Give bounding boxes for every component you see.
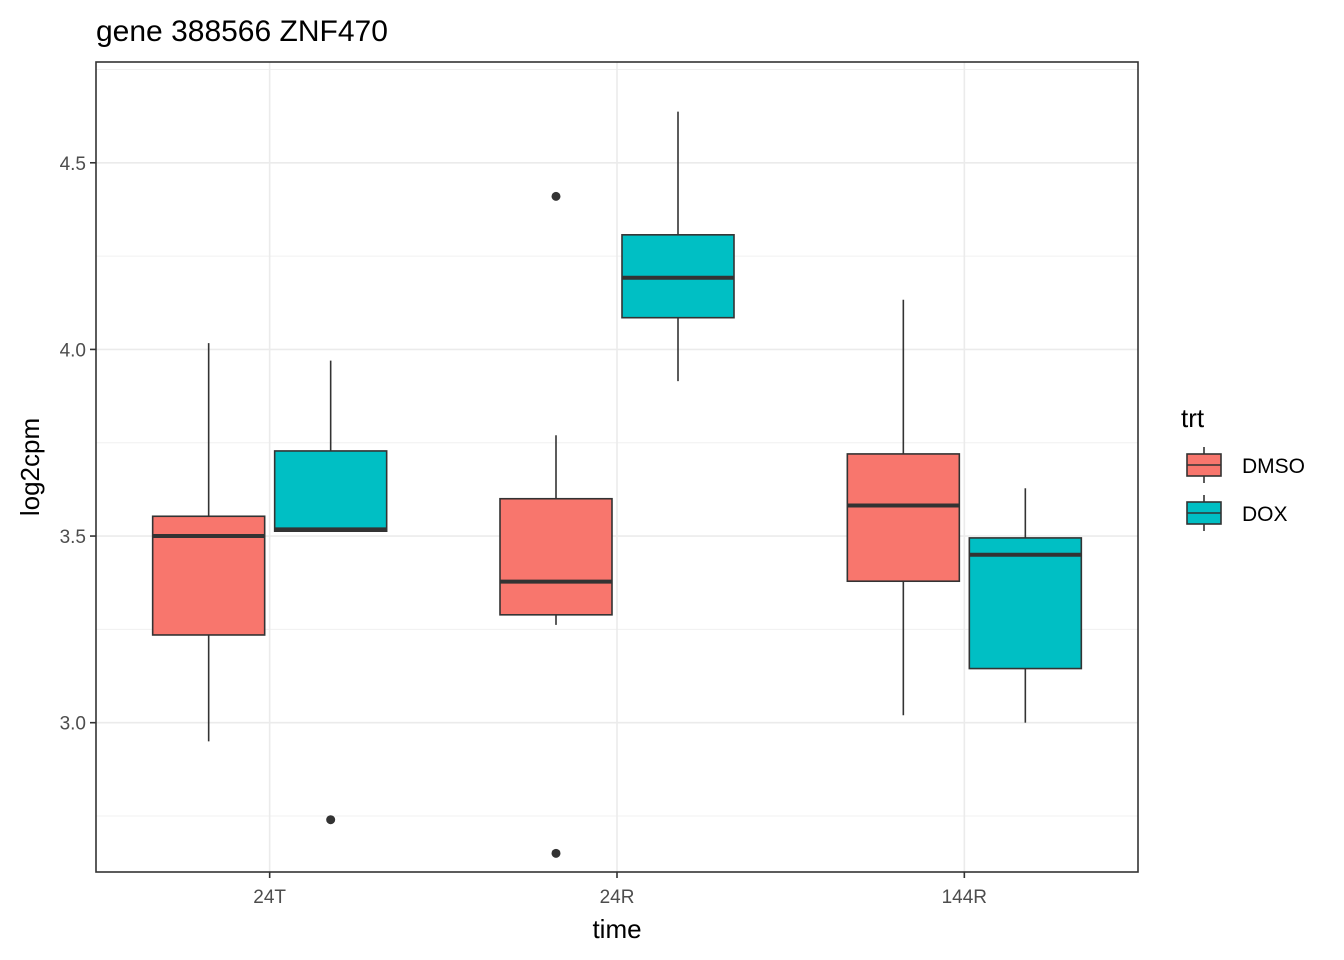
outlier-point	[326, 815, 336, 825]
legend-title: trt	[1181, 403, 1205, 433]
x-tick-label: 24R	[600, 887, 635, 908]
x-tick-label: 144R	[942, 887, 987, 908]
x-tick-label: 24T	[253, 887, 286, 908]
box-iqr	[846, 453, 961, 583]
box-dmso-24t	[151, 343, 266, 742]
grid	[96, 62, 1138, 872]
y-axis-title: log2cpm	[15, 418, 45, 516]
axes: 3.0 3.5 4.0 4.5 24T 24R 144R	[60, 154, 987, 908]
box-dox-144r	[968, 488, 1083, 723]
box-iqr	[968, 537, 1083, 670]
legend-entry-dmso: DMSO	[1186, 447, 1305, 483]
y-tick-label: 3.5	[60, 527, 86, 548]
legend-entry-dox: DOX	[1186, 495, 1288, 531]
x-axis-title: time	[592, 914, 641, 944]
chart-title: gene 388566 ZNF470	[96, 15, 388, 48]
boxes	[151, 111, 1083, 858]
y-tick-label: 3.0	[60, 714, 86, 735]
box-dmso-24r	[499, 191, 613, 858]
y-tick-label: 4.0	[60, 340, 86, 361]
box-dox-24t	[273, 360, 388, 825]
box-dmso-144r	[846, 299, 961, 716]
outlier-point	[551, 848, 561, 858]
box-dox-24r	[621, 111, 735, 382]
outlier-point	[551, 191, 561, 201]
box-iqr	[273, 450, 388, 533]
legend-label: DMSO	[1242, 455, 1305, 478]
legend-label: DOX	[1242, 503, 1288, 526]
legend: trt DMSO DOX	[1181, 403, 1305, 531]
box-iqr	[499, 497, 613, 616]
y-tick-label: 4.5	[60, 154, 86, 175]
